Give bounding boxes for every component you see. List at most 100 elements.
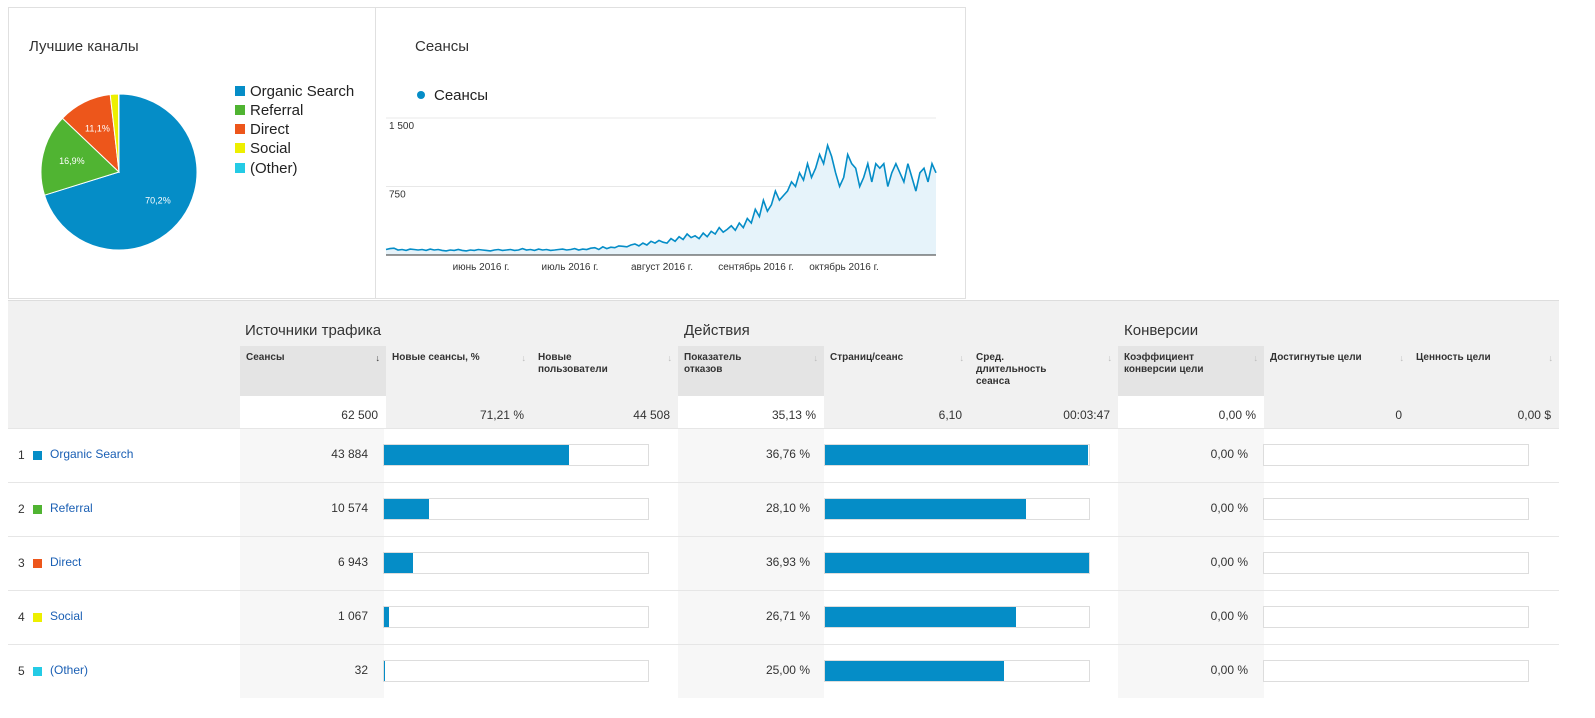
col-goal-conversion-rate[interactable]: Коэффициент конверсии цели ↓ [1118, 346, 1264, 396]
row-number: 4 [18, 610, 25, 624]
bounce-rate-fill [825, 499, 1026, 519]
channel-color-swatch [33, 451, 42, 460]
channel-link[interactable]: Direct [50, 555, 82, 569]
total-sessions: 62 500 [240, 396, 386, 428]
col-label: Новые пользователи [538, 352, 608, 375]
sort-down-icon[interactable]: ↓ [375, 353, 381, 363]
channel-link[interactable]: Organic Search [50, 447, 134, 461]
col-new-users[interactable]: Новые пользователи ↓ [532, 346, 678, 396]
sessions-panel: Сеансы Сеансы 750 1 500 июнь 2016 г. июль 20… [375, 7, 966, 299]
total-avg-duration: 00:03:47 [1063, 408, 1110, 422]
bounce-rate-bar [824, 552, 1090, 574]
sessions-value: 32 [354, 663, 368, 677]
bounce-rate-value: 25,00 % [765, 663, 810, 677]
legend-item-organic-search[interactable]: Organic Search [235, 81, 354, 101]
x-tick-label: июнь 2016 г. [453, 262, 510, 273]
table-row: 4 Social 1 067 26,71 % 0,00 % [8, 590, 1559, 644]
total-new-sessions-pct: 71,21 % [479, 408, 524, 422]
table-row: 2 Referral 10 574 28,10 % 0,00 % [8, 482, 1559, 536]
legend-item-direct[interactable]: Direct [235, 119, 289, 139]
col-label: Достигнутые цели [1270, 352, 1362, 363]
sort-icon[interactable]: ↓ [1253, 353, 1259, 363]
x-tick-label: сентябрь 2016 г. [718, 261, 794, 273]
pie-panel-title: Лучшие каналы [29, 38, 139, 55]
sessions-value: 10 574 [331, 501, 368, 515]
sessions-value: 1 067 [337, 609, 368, 623]
conversion-rate-value: 0,00 % [1210, 609, 1248, 623]
conversion-rate-bar [1263, 606, 1529, 628]
col-label: Страниц/сеанс [830, 352, 904, 363]
body-col-bg [678, 428, 824, 698]
col-goal-completions[interactable]: Достигнутые цели ↓ [1264, 346, 1410, 396]
y-tick-label: 1 500 [389, 121, 414, 132]
col-avg-session-duration[interactable]: Сред. длительность сеанса ↓ [970, 346, 1118, 396]
total-bounce-rate: 35,13 % [678, 396, 824, 428]
col-label: Показатель отказов [684, 352, 742, 375]
sessions-share-fill [384, 607, 389, 627]
channel-color-swatch [33, 505, 42, 514]
channel-link[interactable]: Social [50, 609, 83, 623]
bounce-rate-bar [824, 444, 1090, 466]
conversion-rate-value: 0,00 % [1210, 555, 1248, 569]
col-sessions[interactable]: Сеансы ↓ [240, 346, 386, 396]
sessions-share-bar [383, 444, 649, 466]
channel-link[interactable]: (Other) [50, 663, 89, 677]
col-label: Новые сеансы, % [392, 352, 480, 363]
conversion-rate-value: 0,00 % [1210, 501, 1248, 515]
sessions-value: 6 943 [337, 555, 368, 569]
channel-color-swatch [33, 613, 42, 622]
sort-icon[interactable]: ↓ [813, 353, 819, 363]
bounce-rate-value: 28,10 % [765, 501, 810, 515]
sessions-series-line[interactable] [385, 142, 937, 252]
conversion-rate-value: 0,00 % [1210, 447, 1248, 461]
total-pages-per-session: 6,10 [938, 408, 962, 422]
legend-swatch [235, 124, 245, 134]
sort-icon[interactable]: ↓ [959, 353, 965, 363]
sessions-share-fill [384, 553, 414, 573]
bounce-rate-bar [824, 606, 1090, 628]
line-panel-title: Сеансы [415, 38, 470, 55]
y-tick-label: 750 [389, 190, 406, 201]
channel-link[interactable]: Referral [50, 501, 93, 515]
table-row: 5 (Other) 32 25,00 % 0,00 % [8, 644, 1559, 698]
legend-item-referral[interactable]: Referral [235, 100, 303, 120]
col-pages-per-session[interactable]: Страниц/сеанс ↓ [824, 346, 970, 396]
body-col-bg [240, 428, 384, 698]
total-conversion-rate: 0,00 % [1118, 396, 1264, 428]
bounce-rate-bar [824, 498, 1090, 520]
bounce-rate-fill [825, 661, 1004, 681]
col-goal-value[interactable]: Ценность цели ↓ [1410, 346, 1559, 396]
x-tick-label: июль 2016 г. [542, 262, 599, 273]
bounce-rate-value: 36,76 % [765, 447, 810, 461]
sort-icon[interactable]: ↓ [521, 353, 527, 363]
table-row: 3 Direct 6 943 36,93 % 0,00 % [8, 536, 1559, 590]
sessions-share-fill [384, 445, 570, 465]
group-traffic-sources: Источники трафика [245, 322, 382, 339]
pie-slice-organicsearch[interactable] [43, 93, 198, 251]
sort-icon[interactable]: ↓ [1548, 353, 1554, 363]
col-bounce-rate[interactable]: Показатель отказов ↓ [678, 346, 824, 396]
legend-label: Social [250, 139, 291, 157]
sort-icon[interactable]: ↓ [1399, 353, 1405, 363]
channels-table: Источники трафика Действия Конверсии Сеа… [8, 300, 1559, 698]
sort-icon[interactable]: ↓ [667, 353, 673, 363]
row-number: 1 [18, 448, 25, 462]
row-number: 2 [18, 502, 25, 516]
pie-slice-referral[interactable] [40, 117, 120, 196]
pie-data-label: 16,9% [59, 156, 85, 166]
sessions-share-fill [384, 499, 429, 519]
legend-swatch [235, 105, 245, 115]
sort-icon[interactable]: ↓ [1107, 353, 1113, 363]
sessions-line-chart: Сеансы 750 1 500 июнь 2016 г. июль 2016 г. ав… [385, 87, 937, 273]
x-tick-label: октябрь 2016 г. [809, 261, 879, 273]
total-goal-completions: 0 [1395, 408, 1402, 422]
legend-item-social[interactable]: Social [235, 138, 291, 158]
conversion-rate-bar [1263, 444, 1529, 466]
legend-swatch [235, 143, 245, 153]
sessions-share-bar [383, 606, 649, 628]
col-new-sessions-pct[interactable]: Новые сеансы, % ↓ [386, 346, 532, 396]
group-conversions: Конверсии [1124, 322, 1199, 339]
legend-label: (Other) [250, 159, 298, 177]
channel-color-swatch [33, 559, 42, 568]
legend-item-other[interactable]: (Other) [235, 158, 298, 178]
